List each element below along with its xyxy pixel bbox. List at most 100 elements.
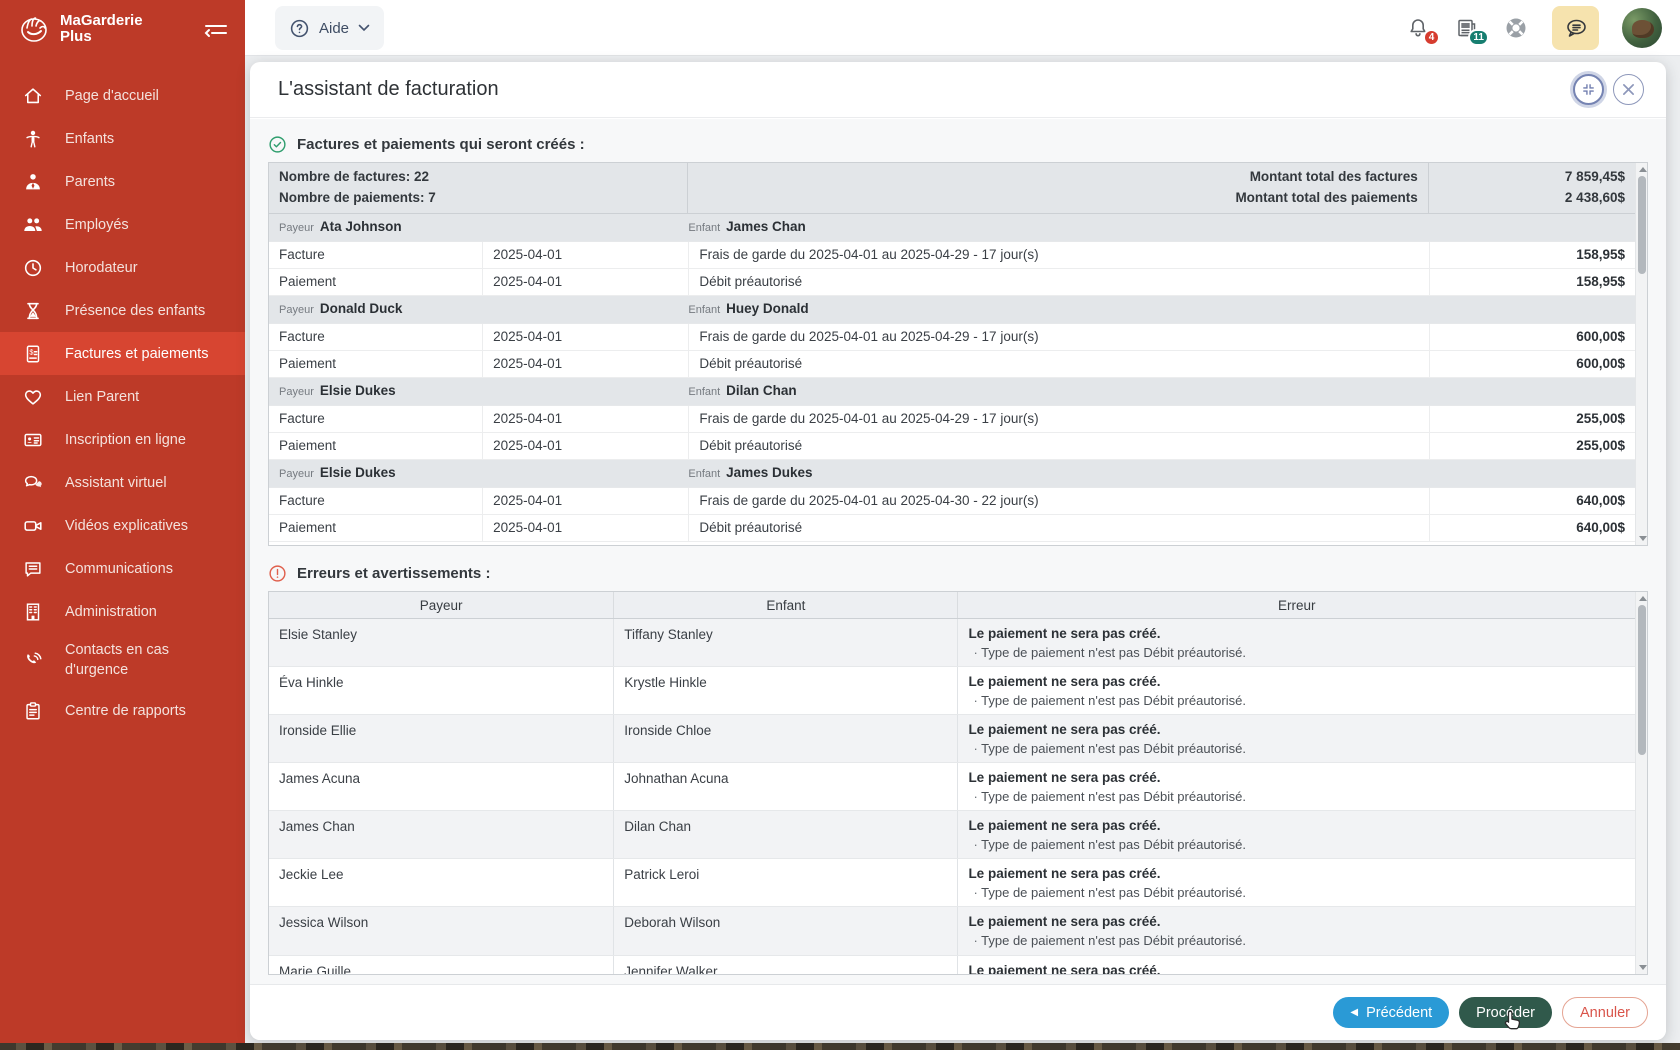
errors-table: Payeur Enfant Erreur Elsie Stanley Tiffa… (268, 591, 1648, 975)
scrollbar-thumb[interactable] (1637, 176, 1646, 274)
previous-button[interactable]: ◀ Précédent (1333, 997, 1450, 1028)
topbar: Aide 4 11 (245, 0, 1680, 56)
modal-title: L'assistant de facturation (278, 78, 499, 100)
bell-icon (1406, 16, 1430, 40)
support-button[interactable] (1503, 15, 1529, 41)
sidebar-item-page-accueil[interactable]: Page d'accueil (0, 74, 245, 117)
scroll-up-icon[interactable] (1638, 596, 1647, 601)
sidebar-item-presence[interactable]: Présence des enfants (0, 289, 245, 332)
payer-group-header: Payeur Elsie Dukes Enfant James Dukes (269, 459, 1635, 488)
help-question-icon (289, 18, 310, 39)
invoice-icon: $ (21, 342, 45, 366)
modal-header: L'assistant de facturation (250, 62, 1666, 118)
scrollbar-thumb[interactable] (1637, 605, 1646, 755)
scroll-down-icon[interactable] (1638, 536, 1647, 541)
avatar-photo (1632, 20, 1654, 38)
payer-name: Donald Duck (319, 301, 403, 317)
help-button[interactable]: Aide (275, 6, 385, 50)
clock-icon (21, 256, 45, 280)
payer-group-header: Payeur Donald Duck Enfant Huey Donald (269, 295, 1635, 324)
error-row: Marie Guille Jennifer Walker Le paiement… (269, 955, 1635, 974)
billing-wizard-modal: L'assistant de facturation Factures et p… (250, 62, 1666, 1040)
sidebar-item-enfants[interactable]: Enfants (0, 117, 245, 160)
errors-table-rows: Elsie Stanley Tiffany Stanley Le paiemen… (269, 619, 1635, 974)
sidebar-item-videos[interactable]: Vidéos explicatives (0, 504, 245, 547)
invoice-row: Facture 2025-04-01 Frais de garde du 202… (269, 487, 1635, 515)
invoices-summary-row: Nombre de factures: 22 Nombre de paiemen… (269, 163, 1635, 214)
payer-group-header: Payeur Ata Johnson Enfant James Chan (269, 213, 1635, 242)
child-name: Huey Donald (726, 301, 809, 317)
invoices-table: Nombre de factures: 22 Nombre de paiemen… (268, 162, 1648, 546)
sidebar-item-inscription[interactable]: Inscription en ligne (0, 418, 245, 461)
sidebar-nav: Page d'accueil Enfants Parents Employés (0, 74, 245, 732)
sidebar-item-administration[interactable]: Administration (0, 590, 245, 633)
scroll-up-icon[interactable] (1638, 167, 1647, 172)
payment-row: Paiement 2025-04-01 Débit préautorisé 64… (269, 514, 1635, 542)
child-name: James Dukes (726, 465, 813, 481)
warning-circle-icon (268, 564, 287, 583)
notifications-button[interactable]: 4 (1405, 15, 1440, 46)
close-button[interactable] (1613, 74, 1644, 105)
invoices-section-heading: Factures et paiements qui seront créés : (268, 135, 1666, 154)
error-row: James Chan Dilan Chan Le paiement ne ser… (269, 811, 1635, 860)
heart-icon (21, 385, 45, 409)
payer-name: Elsie Dukes (319, 465, 396, 481)
error-row: Jeckie Lee Patrick Leroi Le paiement ne … (269, 859, 1635, 908)
page-background-strip (0, 1043, 1680, 1050)
notifications-badge: 4 (1423, 29, 1440, 46)
app-logo: MaGarderie Plus (16, 12, 143, 46)
totals-values: 7 859,45$ 2 438,60$ (1564, 169, 1625, 205)
payment-row: Paiement 2025-04-01 Débit préautorisé 25… (269, 432, 1635, 460)
sidebar: MaGarderie Plus Page d'accueil Enfants (0, 0, 245, 1043)
message-icon (21, 557, 45, 581)
phone-icon (21, 649, 45, 673)
help-label: Aide (319, 19, 350, 37)
chat-button[interactable] (1552, 6, 1599, 50)
sidebar-item-parents[interactable]: Parents (0, 160, 245, 203)
errors-table-header: Payeur Enfant Erreur (269, 592, 1635, 619)
compress-icon (1581, 82, 1596, 97)
chat-bubbles-icon (21, 471, 45, 495)
child-name: Dilan Chan (726, 383, 797, 399)
sidebar-item-horodateur[interactable]: Horodateur (0, 246, 245, 289)
chat-icon (1563, 16, 1589, 40)
invoices-table-scrollbar[interactable] (1635, 163, 1647, 545)
errors-section-heading: Erreurs et avertissements : (268, 564, 1666, 583)
sidebar-item-contacts-urgence[interactable]: Contacts en cas d'urgence (0, 633, 245, 689)
news-badge: 11 (1468, 29, 1489, 46)
child-icon (21, 127, 45, 151)
compress-button[interactable] (1573, 74, 1604, 105)
sidebar-item-centre-rapports[interactable]: Centre de rapports (0, 689, 245, 732)
sidebar-item-factures-paiements[interactable]: $ Factures et paiements (0, 332, 245, 375)
cancel-button[interactable]: Annuler (1562, 997, 1648, 1028)
invoice-row: Facture 2025-04-01 Frais de garde du 202… (269, 323, 1635, 351)
news-button[interactable]: 11 (1454, 15, 1489, 46)
scroll-down-icon[interactable] (1638, 965, 1647, 970)
sidebar-item-communications[interactable]: Communications (0, 547, 245, 590)
errors-table-scrollbar[interactable] (1635, 592, 1647, 974)
hourglass-icon (21, 299, 45, 323)
hand-logo-icon (16, 12, 52, 46)
error-row: Ironside Ellie Ironside Chloe Le paiemen… (269, 715, 1635, 764)
proceed-button[interactable]: Procéder (1459, 997, 1553, 1028)
sidebar-collapse-icon[interactable] (203, 20, 229, 40)
totals-labels: Montant total des factures Montant total… (688, 163, 1429, 213)
invoice-payment-counts: Nombre de factures: 22 Nombre de paiemen… (269, 163, 689, 213)
app-name: MaGarderie Plus (60, 11, 143, 45)
error-row: Jessica Wilson Deborah Wilson Le paiemen… (269, 907, 1635, 956)
invoice-row: Facture 2025-04-01 Frais de garde du 202… (269, 241, 1635, 269)
child-name: James Chan (726, 219, 806, 235)
parent-icon (21, 170, 45, 194)
arrow-left-icon: ◀ (1350, 1006, 1359, 1018)
sidebar-item-assistant-virtuel[interactable]: Assistant virtuel (0, 461, 245, 504)
payment-row: Paiement 2025-04-01 Débit préautorisé 15… (269, 268, 1635, 296)
sidebar-item-employes[interactable]: Employés (0, 203, 245, 246)
avatar[interactable] (1622, 8, 1662, 48)
report-icon (21, 699, 45, 723)
error-row: James Acuna Johnathan Acuna Le paiement … (269, 763, 1635, 812)
column-header-payeur: Payeur (419, 597, 463, 613)
error-row: Elsie Stanley Tiffany Stanley Le paiemen… (269, 619, 1635, 668)
sidebar-item-lien-parent[interactable]: Lien Parent (0, 375, 245, 418)
modal-footer: ◀ Précédent Procéder Annuler (250, 984, 1666, 1040)
id-card-icon (21, 428, 45, 452)
